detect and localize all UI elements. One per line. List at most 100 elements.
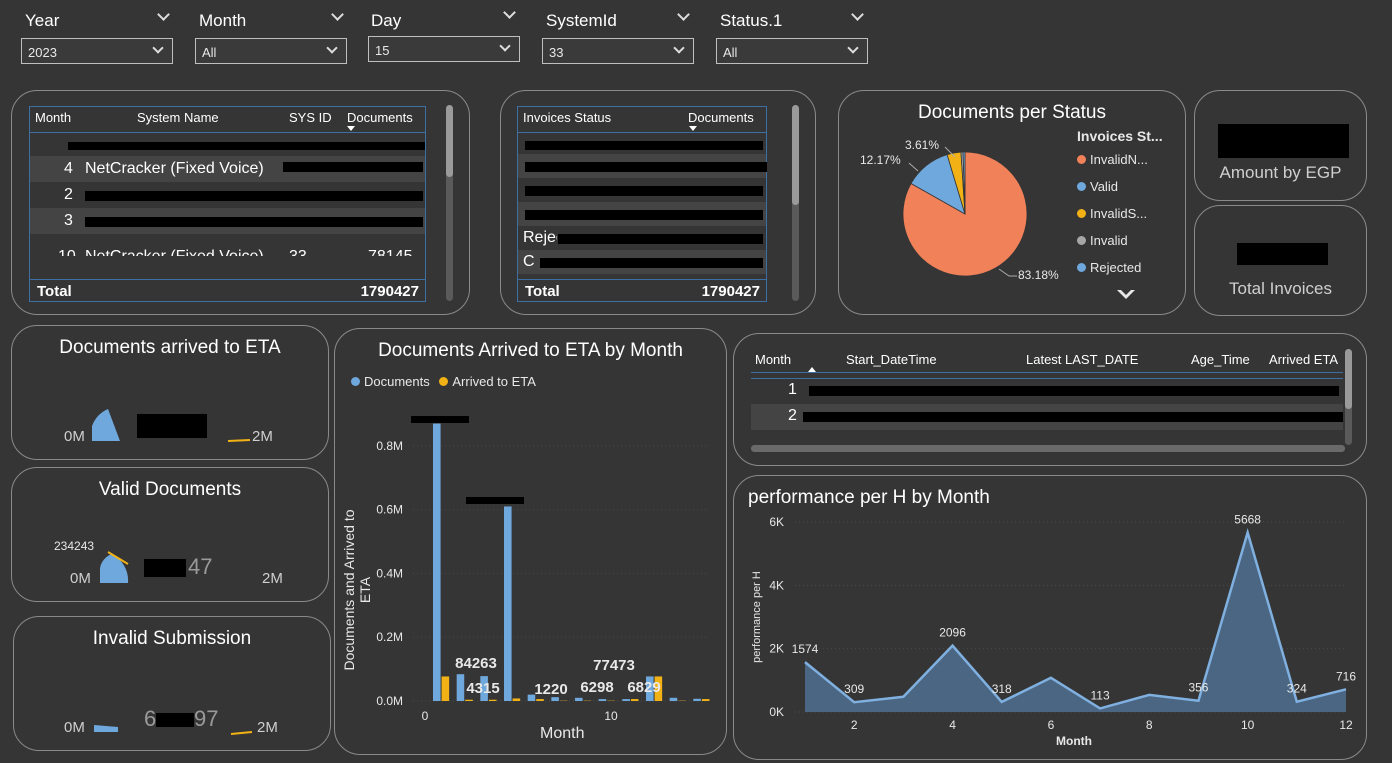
gauge-chart[interactable] bbox=[12, 326, 330, 461]
pie-label-invalidn: 83.18% bbox=[1018, 268, 1059, 282]
filter-systemid-dropdown[interactable]: 33 bbox=[542, 38, 694, 64]
bar-documents[interactable] bbox=[622, 699, 630, 701]
scrollbar-thumb[interactable] bbox=[1345, 349, 1352, 409]
table-row[interactable]: 2 bbox=[751, 404, 1343, 430]
docs-per-status-card: Documents per Status 12.17% 3.61% 83.18%… bbox=[838, 90, 1186, 315]
table-row[interactable] bbox=[751, 430, 1343, 438]
scrollbar-thumb[interactable] bbox=[446, 105, 453, 177]
filter-status-dropdown[interactable]: All bbox=[716, 38, 868, 64]
filter-year-dropdown[interactable]: 2023 bbox=[21, 38, 173, 64]
redaction-bar bbox=[540, 258, 763, 268]
table-row[interactable]: 4 NetCracker (Fixed Voice) bbox=[30, 156, 425, 182]
chart-title: Documents per Status bbox=[918, 102, 1106, 123]
table-row[interactable] bbox=[30, 134, 425, 156]
col-documents[interactable]: Documents bbox=[688, 110, 754, 125]
legend-label: Rejected bbox=[1090, 260, 1142, 275]
bar-arrived-eta[interactable] bbox=[536, 699, 544, 701]
col-start-datetime[interactable]: Start_DateTime bbox=[846, 352, 937, 367]
filter-systemid-value: 33 bbox=[549, 45, 564, 60]
legend-item[interactable]: InvalidS... bbox=[1077, 206, 1147, 221]
y-tick-label: 4K bbox=[769, 578, 784, 592]
bar-documents[interactable] bbox=[504, 506, 512, 701]
bar-arrived-eta[interactable] bbox=[701, 699, 710, 701]
area-chart[interactable]: 0K 2K 4K 6K 2 4 6 8 10 12 1574 309 2096 318 113 356 5668… bbox=[734, 476, 1368, 761]
bar-documents[interactable] bbox=[598, 699, 607, 701]
chevron-down-icon[interactable] bbox=[157, 8, 170, 21]
bar-arrived-eta[interactable] bbox=[654, 676, 663, 701]
horizontal-scrollbar[interactable] bbox=[751, 445, 1345, 452]
sort-descending-icon[interactable] bbox=[347, 126, 355, 131]
table-row[interactable]: C bbox=[518, 250, 766, 274]
col-latest-last-date[interactable]: Latest LAST_DATE bbox=[1026, 352, 1139, 367]
col-invoices-status[interactable]: Invoices Status bbox=[523, 110, 612, 125]
col-documents[interactable]: Documents bbox=[347, 110, 413, 125]
sort-ascending-icon[interactable] bbox=[808, 367, 816, 372]
bar-documents[interactable] bbox=[433, 423, 441, 701]
y-tick-label: 0.8M bbox=[376, 439, 403, 453]
bar-documents[interactable] bbox=[527, 694, 536, 701]
table-row[interactable]: 1 bbox=[751, 378, 1343, 402]
bar-arrived-eta[interactable] bbox=[465, 699, 473, 701]
legend-item[interactable]: Invalid bbox=[1077, 233, 1128, 248]
bar-documents[interactable] bbox=[669, 697, 678, 701]
vertical-scrollbar[interactable] bbox=[1345, 349, 1352, 445]
chevron-down-icon[interactable] bbox=[331, 8, 344, 21]
table-row[interactable] bbox=[518, 202, 766, 226]
scrollbar-thumb[interactable] bbox=[792, 105, 799, 205]
cell-month: 10 bbox=[58, 248, 76, 256]
legend-label: Valid bbox=[1090, 179, 1118, 194]
chevron-down-icon[interactable] bbox=[677, 8, 690, 21]
scrollbar-thumb[interactable] bbox=[751, 445, 1345, 452]
bar-documents[interactable] bbox=[693, 698, 701, 701]
col-month[interactable]: Month bbox=[755, 352, 792, 367]
filter-month-dropdown[interactable]: All bbox=[195, 38, 347, 64]
col-month[interactable]: Month bbox=[35, 110, 72, 125]
bar-arrived-eta[interactable] bbox=[441, 676, 450, 701]
bar-arrived-eta[interactable] bbox=[512, 698, 521, 701]
redaction-bar bbox=[283, 162, 423, 172]
legend-arrived[interactable]: Arrived to ETA bbox=[452, 374, 536, 389]
chevron-down-icon[interactable] bbox=[851, 8, 864, 21]
data-label: 4315 bbox=[466, 680, 499, 697]
legend-dot bbox=[1077, 182, 1086, 191]
vertical-scrollbar[interactable] bbox=[792, 105, 799, 301]
col-age-time[interactable]: Age_Time bbox=[1191, 352, 1250, 367]
col-sys-id[interactable]: SYS ID bbox=[289, 110, 332, 125]
table-row[interactable] bbox=[518, 134, 766, 154]
vertical-scrollbar[interactable] bbox=[446, 105, 453, 301]
bar-documents[interactable] bbox=[551, 697, 559, 701]
redacted-value bbox=[156, 713, 194, 727]
chevron-down-icon[interactable] bbox=[503, 6, 516, 19]
bar-documents[interactable] bbox=[646, 676, 654, 701]
table-row[interactable]: 10 NetCracker (Fixed Voice) 33 78145 bbox=[30, 234, 425, 256]
gauge-chart[interactable] bbox=[12, 468, 330, 603]
table-row[interactable] bbox=[518, 154, 767, 178]
sort-descending-icon[interactable] bbox=[689, 126, 697, 131]
redacted-data-label bbox=[411, 416, 469, 423]
gauge-chart[interactable] bbox=[14, 617, 332, 752]
area-fill[interactable] bbox=[805, 532, 1346, 712]
legend-documents[interactable]: Documents bbox=[364, 374, 430, 389]
legend-item[interactable]: Valid bbox=[1077, 179, 1118, 194]
bar-arrived-eta[interactable] bbox=[630, 699, 639, 701]
bar-arrived-eta[interactable] bbox=[488, 699, 497, 701]
bar-documents[interactable] bbox=[480, 676, 488, 701]
table-row[interactable]: 2 bbox=[30, 182, 425, 208]
col-system-name[interactable]: System Name bbox=[137, 110, 219, 125]
table-row[interactable]: Rejected bbox=[518, 226, 766, 250]
legend-item[interactable]: InvalidN... bbox=[1077, 152, 1148, 167]
redaction-bar bbox=[68, 142, 425, 150]
pie-chart[interactable] bbox=[839, 91, 1187, 316]
col-arrived-eta[interactable]: Arrived ETA bbox=[1269, 352, 1339, 367]
y-tick-label: 6K bbox=[769, 515, 784, 529]
bar-documents[interactable] bbox=[575, 697, 583, 701]
filter-status-value: All bbox=[723, 45, 738, 60]
bar-documents[interactable] bbox=[456, 674, 465, 701]
table-row[interactable]: 3 bbox=[30, 208, 425, 234]
bar-chart[interactable]: 0.0M 0.2M 0.4M 0.6M 0.8M 0 10 84263 4315 1220 6298… bbox=[335, 329, 728, 756]
pie-slice[interactable] bbox=[962, 151, 966, 215]
legend-item[interactable]: Rejected bbox=[1077, 260, 1141, 275]
filter-year-title: Year bbox=[25, 11, 60, 30]
table-row[interactable] bbox=[518, 178, 766, 202]
filter-day-dropdown[interactable]: 15 bbox=[368, 36, 520, 62]
